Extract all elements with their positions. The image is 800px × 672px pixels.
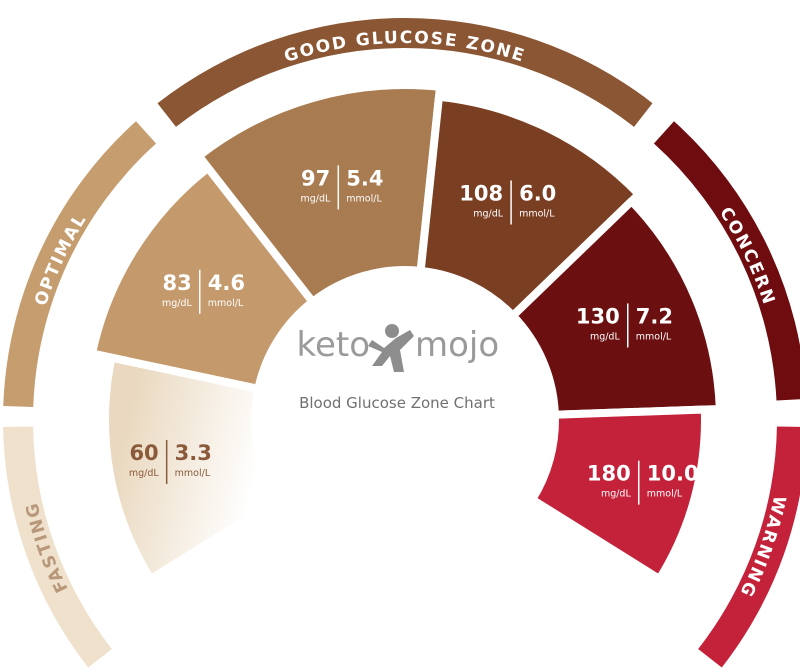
mmol-unit: mmol/L xyxy=(647,489,683,500)
segment xyxy=(508,197,724,419)
mg-unit: mg/dL xyxy=(601,489,632,500)
mg-value: 108 xyxy=(459,181,503,205)
mg-unit: mg/dL xyxy=(300,193,331,204)
mg-unit: mg/dL xyxy=(129,468,160,479)
zone-band xyxy=(653,121,800,401)
zone-band xyxy=(157,17,653,127)
mmol-unit: mmol/L xyxy=(175,468,211,479)
mmol-value: 7.2 xyxy=(636,304,673,328)
mmol-unit: mmol/L xyxy=(346,193,382,204)
segment xyxy=(528,405,709,583)
segment-label: 130 mg/dL 7.2 mmol/L xyxy=(576,303,673,348)
segment xyxy=(194,81,445,306)
segment xyxy=(416,92,643,320)
mmol-value: 6.0 xyxy=(519,181,556,205)
zone-band xyxy=(3,426,112,668)
mg-value: 83 xyxy=(163,271,192,295)
logo: keto mojo xyxy=(296,324,499,372)
segment-label: 97 mg/dL 5.4 mmol/L xyxy=(300,165,383,210)
mmol-value: 5.4 xyxy=(346,166,383,190)
zone-band xyxy=(698,426,800,668)
mg-value: 180 xyxy=(587,462,631,486)
mg-value: 60 xyxy=(129,441,158,465)
segment-label: 60 mg/dL 3.3 mmol/L xyxy=(129,440,212,485)
logo-left: keto xyxy=(296,325,370,365)
mg-unit: mg/dL xyxy=(162,298,193,309)
mmol-value: 3.3 xyxy=(175,441,212,465)
logo-right: mojo xyxy=(415,325,499,365)
mg-value: 97 xyxy=(301,166,330,190)
segment-label: 83 mg/dL 4.6 mmol/L xyxy=(162,269,245,314)
mmol-unit: mmol/L xyxy=(636,331,672,342)
mmol-unit: mmol/L xyxy=(208,298,244,309)
mmol-value: 4.6 xyxy=(208,271,245,295)
mmol-unit: mmol/L xyxy=(519,208,555,219)
mg-unit: mg/dL xyxy=(590,331,621,342)
segment-label: 180 mg/dL 10.0 mmol/L xyxy=(587,460,699,505)
mg-value: 130 xyxy=(576,304,620,328)
zone-band xyxy=(3,121,157,408)
logo-icon xyxy=(368,324,414,372)
mmol-value: 10.0 xyxy=(647,462,699,486)
mg-unit: mg/dL xyxy=(473,208,504,219)
segment-label: 108 mg/dL 6.0 mmol/L xyxy=(459,180,556,225)
chart-title: Blood Glucose Zone Chart xyxy=(299,394,495,412)
